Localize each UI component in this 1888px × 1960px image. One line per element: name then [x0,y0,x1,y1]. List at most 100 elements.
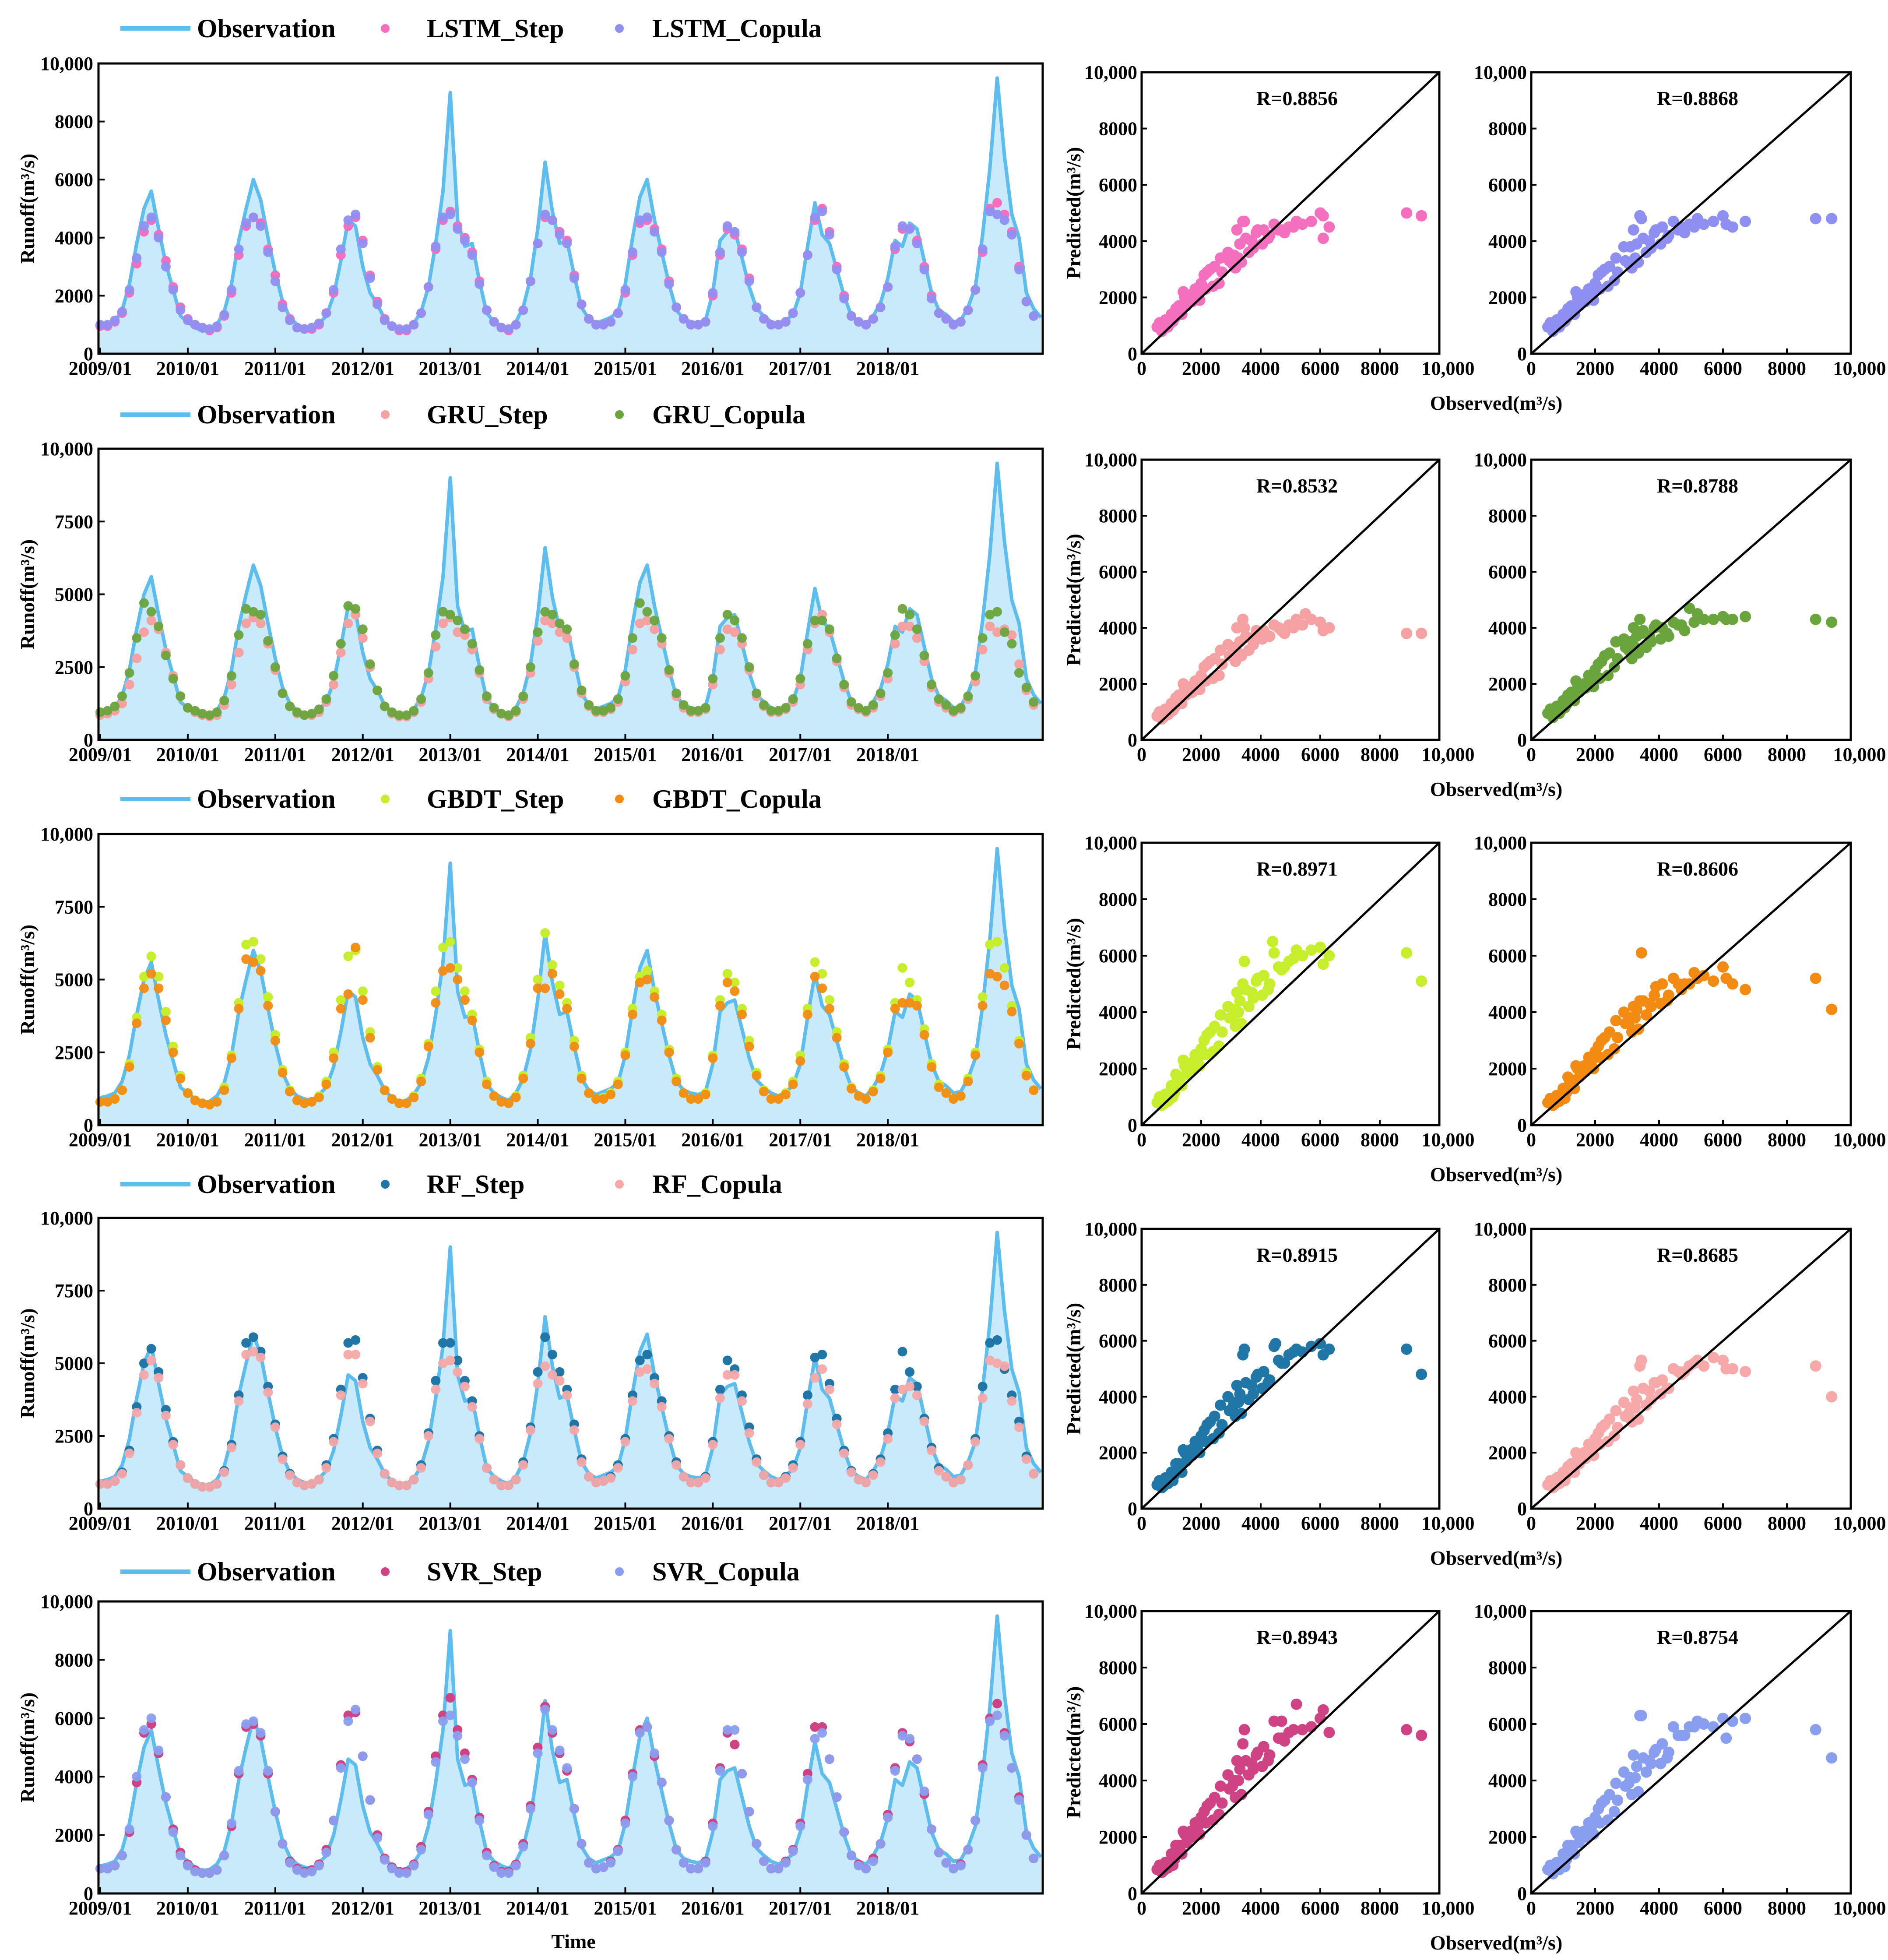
scatter-point [1661,627,1673,639]
copula-point [999,1361,1009,1371]
copula-point [489,1862,499,1872]
copula-point [861,320,871,330]
scatter-point [1629,1402,1641,1414]
copula-point [1007,639,1017,649]
copula-point [117,1085,127,1095]
scatter-point [1708,1351,1719,1363]
copula-point [373,299,382,310]
copula-point [795,1821,805,1831]
copula-point [810,212,820,222]
scatter-point [1649,1377,1660,1389]
step-point [438,619,448,628]
copula-point [438,1358,448,1368]
copula-point [861,1094,871,1104]
predicted-axis-label: Predicted(m³/s) [1062,147,1085,279]
y-tick-label: 4000 [1488,1386,1527,1408]
copula-point [846,1851,856,1861]
scatter-point [1628,1385,1639,1397]
copula-point [650,1379,660,1389]
copula-point [781,1090,791,1100]
scatter-point [1559,1861,1571,1872]
scatter-point [1608,1805,1620,1817]
copula-point [897,1731,907,1741]
x-tick-label: 10,000 [1422,1129,1475,1151]
copula-point [445,610,455,619]
copula-point [226,1443,236,1453]
x-tick-label: 2014/01 [506,1513,569,1534]
y-tick-label: 8000 [1488,1274,1527,1296]
scatter-gbdt-copula: 00 2000 2000 4000 4000 6000 6000 8000 8000 10,000… [1430,832,1886,1186]
step-point [540,616,550,626]
x-tick-label: 6000 [1301,1129,1340,1151]
copula-point [460,995,470,1005]
copula-point [788,1463,798,1473]
step-point [890,1384,900,1394]
copula-point [693,1864,703,1874]
copula-point [1021,1454,1031,1464]
x-tick-label: 2017/01 [769,1897,832,1919]
x-tick-label: 2013/01 [419,1513,482,1534]
copula-point [234,244,244,254]
copula-point [730,1370,740,1380]
copula-point [839,1827,849,1837]
step-point [555,980,565,990]
scatter-frame [1140,1610,1441,1895]
scatter-point [1578,1060,1590,1072]
scatter-point [1181,689,1192,701]
copula-point [985,969,995,979]
scatter-point [1270,1338,1281,1349]
legend-copula-label: GRU_Copula [652,400,805,429]
copula-point [394,710,404,720]
copula-point [781,1858,791,1868]
copula-point [234,1396,244,1406]
x-tick-label: 6000 [1301,744,1340,765]
step-point [912,633,922,643]
copula-point [606,703,616,713]
x-tick-label: 4000 [1640,1513,1678,1534]
y-tick-label: 4000 [1488,1002,1527,1023]
scatter-point [1181,300,1192,312]
legend-step-marker [381,795,390,803]
copula-point [190,1095,200,1105]
copula-point [460,624,470,634]
copula-point [846,311,856,321]
scatter-point [1603,1413,1615,1425]
y-tick-label: 0 [84,1498,93,1520]
y-tick-label: 0 [1517,729,1527,751]
scatter-point [1720,1732,1732,1744]
step-point [985,621,995,631]
x-tick-label: 8000 [1768,1129,1806,1151]
scatter-frame [1140,458,1441,741]
copula-point [715,1393,725,1403]
y-tick-label: 10,000 [1084,1218,1137,1240]
copula-point [766,706,776,716]
scatter-point [1246,1379,1258,1391]
copula-point [1029,1469,1039,1479]
copula-point [525,662,535,672]
copula-point [270,276,280,286]
y-tick-label: 4000 [55,1766,93,1788]
scatter-svr-step: 00 2000 2000 4000 4000 6000 6000 8000 8000 10,000… [1062,1601,1475,1919]
copula-point [336,1390,346,1400]
copula-point [518,1460,528,1470]
scatter-point [1612,1795,1624,1806]
copula-point [1029,1085,1039,1095]
y-tick-label: 10,000 [40,1591,93,1612]
scatter-point [1305,1341,1317,1352]
scatter-point [1603,647,1615,659]
step-point [1014,659,1024,669]
y-tick-label: 0 [84,1115,93,1136]
y-axis-label: Runoff(m³/s) [16,925,39,1035]
scatter-svr-copula: 00 2000 2000 4000 4000 6000 6000 8000 8000 10,000… [1430,1601,1886,1954]
copula-point [963,1460,973,1470]
copula-point [423,1042,433,1052]
x-tick-label: 2000 [1182,1129,1220,1151]
copula-point [226,285,236,295]
copula-point [336,244,346,254]
copula-point [547,215,557,225]
legend-observation-label: Observation [197,400,336,429]
copula-point [956,1861,966,1871]
x-tick-label: 2009/01 [69,358,132,379]
x-tick-label: 2017/01 [769,358,832,379]
y-tick-label: 2500 [55,1425,93,1447]
